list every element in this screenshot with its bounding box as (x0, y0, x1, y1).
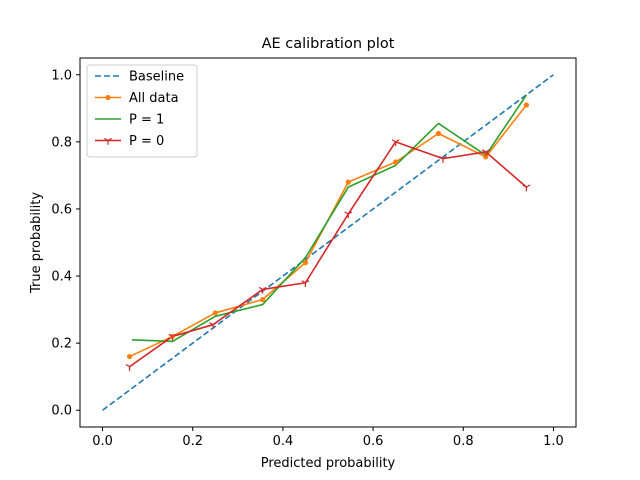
y-axis-label: True probability (29, 192, 44, 294)
data-point-all-data (302, 260, 309, 266)
data-point-p-0 (125, 363, 134, 371)
data-point-p-0 (439, 156, 447, 163)
legend-label-p-1: P = 1 (129, 113, 164, 128)
axes-frame (79, 57, 577, 428)
plot-markers (125, 102, 531, 371)
data-point-p-0 (209, 322, 217, 329)
x-tick-label: 0.0 (92, 434, 113, 449)
data-point-p-0 (301, 280, 310, 287)
x-axis-label: Predicted probability (261, 456, 396, 471)
x-tick-label: 0.2 (182, 434, 203, 449)
data-point-all-data (435, 130, 442, 137)
x-tick-label: 0.4 (273, 434, 294, 449)
y-tick-label: 0.8 (51, 135, 72, 150)
series-line-baseline (102, 74, 554, 411)
y-axis-ticks: 0.0 0.2 0.4 0.6 0.8 1.0 (51, 68, 80, 419)
data-point-p-0 (168, 333, 177, 341)
y-tick-label: 0.0 (51, 404, 72, 419)
x-axis-ticks: 0.0 0.2 0.4 0.6 0.8 1.0 (92, 427, 564, 449)
legend-marker-all-data (105, 94, 111, 101)
legend-box (86, 64, 198, 158)
legend-marker-p-0 (104, 137, 112, 145)
data-point-all-data (483, 154, 489, 160)
x-tick-label: 1.0 (543, 434, 564, 449)
data-point-all-data (127, 353, 133, 360)
legend-label-p-0: P = 0 (129, 134, 164, 149)
plot-lines (102, 74, 554, 411)
y-tick-label: 0.6 (51, 202, 72, 217)
chart-title: AE calibration plot (262, 36, 395, 52)
data-point-p-0 (258, 286, 267, 294)
data-point-all-data (260, 296, 266, 303)
x-tick-label: 0.8 (453, 434, 474, 449)
legend-label-baseline: Baseline (129, 70, 184, 85)
data-point-p-0 (481, 149, 490, 157)
data-point-p-0 (391, 139, 400, 147)
x-tick-label: 0.6 (363, 434, 384, 449)
legend: Baseline All data P = 1 P = 0 (86, 64, 198, 158)
data-point-all-data (345, 179, 351, 185)
series-line-p-1 (131, 94, 528, 343)
data-point-p-0 (522, 184, 531, 192)
data-point-all-data (523, 102, 530, 108)
data-point-all-data (212, 310, 218, 316)
legend-label-all-data: All data (129, 91, 179, 106)
y-tick-label: 0.2 (51, 337, 72, 352)
y-tick-label: 0.4 (51, 270, 72, 285)
data-point-p-0 (344, 211, 353, 219)
y-tick-label: 1.0 (51, 68, 72, 83)
data-point-all-data (393, 159, 399, 165)
series-line-p-0 (129, 141, 527, 368)
